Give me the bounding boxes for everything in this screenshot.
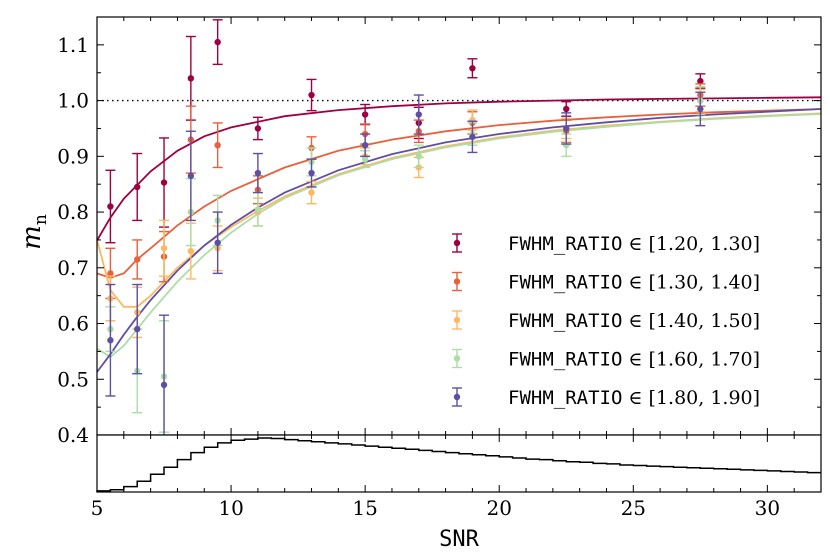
x-axis-ticks: 5 10 15 20 25 30 [91,17,822,520]
data-point [308,91,315,99]
legend-label: FWHM_RATIO ∈ [1.20, 1.30] [508,233,760,255]
y-tick-label: 0.6 [57,312,89,336]
y-tick-label: 0.5 [57,367,89,391]
legend-label-range: ∈ [1.20, 1.30] [622,233,760,255]
data-points [105,19,706,435]
legend-marker-dot [453,278,461,285]
legend-marker-dot [453,239,461,247]
x-tick-label: 25 [621,496,646,520]
y-axis-ticks: 0.4 0.5 0.6 0.7 0.8 0.9 1.0 1.1 [57,33,821,447]
legend-marker-dot [453,316,461,324]
data-point [160,381,168,389]
x-tick-label: 20 [486,496,511,520]
data-point [361,111,369,118]
x-tick-label: 15 [352,496,377,520]
main-plot-area [97,17,821,435]
data-point [107,337,114,344]
data-point [361,141,369,149]
legend-label: FWHM_RATIO ∈ [1.40, 1.50] [508,310,760,332]
histogram-step-line [96,437,821,492]
data-point [134,183,141,191]
y-tick-label: 0.4 [57,423,89,447]
data-point [697,77,704,85]
legend-label-variable: FWHM_RATIO [508,272,622,294]
data-point [415,111,422,118]
data-point [361,155,369,163]
data-point [415,153,422,160]
legend-label-variable: FWHM_RATIO [508,349,622,371]
legend-label: FWHM_RATIO ∈ [1.60, 1.70] [508,349,760,371]
data-point [107,270,114,277]
legend-label: FWHM_RATIO ∈ [1.30, 1.40] [508,272,760,294]
legend-label-variable: FWHM_RATIO [508,310,622,332]
data-point [254,125,262,132]
data-point [254,169,262,177]
data-point [214,239,221,246]
data-point [187,75,195,82]
legend-label-range: ∈ [1.40, 1.50] [622,310,760,332]
data-point [469,133,476,141]
data-point [187,247,195,255]
legend-marker-dot [453,355,461,362]
legend: FWHM_RATIO ∈ [1.20, 1.30]FWHM_RATIO ∈ [1… [452,233,760,409]
legend-label-range: ∈ [1.60, 1.70] [622,349,760,371]
data-point [563,125,570,132]
data-point [160,245,168,252]
data-point [308,169,315,177]
y-tick-label: 1.1 [57,33,89,57]
data-point [134,256,141,263]
y-tick-label: 0.9 [57,144,89,168]
legend-label-range: ∈ [1.30, 1.40] [622,272,760,294]
histogram-plot-area [97,435,821,492]
data-point [697,105,704,113]
x-tick-label: 5 [91,496,104,520]
data-point [160,179,168,186]
legend-marker-dot [453,393,461,401]
histogram-panel: 5 10 15 20 25 30 SNR [91,17,822,552]
y-axis-label: mn [17,214,51,250]
histogram-axes-frame [96,434,822,493]
data-point [563,105,570,113]
x-tick-label: 10 [218,496,243,520]
data-point [214,38,221,46]
legend-label-variable: FWHM_RATIO [508,233,622,255]
histogram [96,437,821,492]
legend-label: FWHM_RATIO ∈ [1.80, 1.90] [508,387,760,409]
legend-label-variable: FWHM_RATIO [508,387,622,409]
x-tick-label: 30 [755,496,780,520]
x-axis-label: SNR [439,527,479,552]
y-tick-label: 1.0 [57,89,89,113]
data-point [254,206,262,213]
y-tick-label: 0.7 [57,256,89,280]
data-point [469,65,476,72]
data-point [134,325,141,333]
data-point [214,141,221,149]
y-tick-label: 0.8 [57,200,89,224]
data-point [308,189,315,196]
legend-label-range: ∈ [1.80, 1.90] [622,387,760,409]
main-panel: 0.4 0.5 0.6 0.7 0.8 0.9 1.0 1.1 mn FWHM_RATIO ∈… [17,16,822,447]
data-point [107,203,114,210]
data-point [187,172,195,180]
